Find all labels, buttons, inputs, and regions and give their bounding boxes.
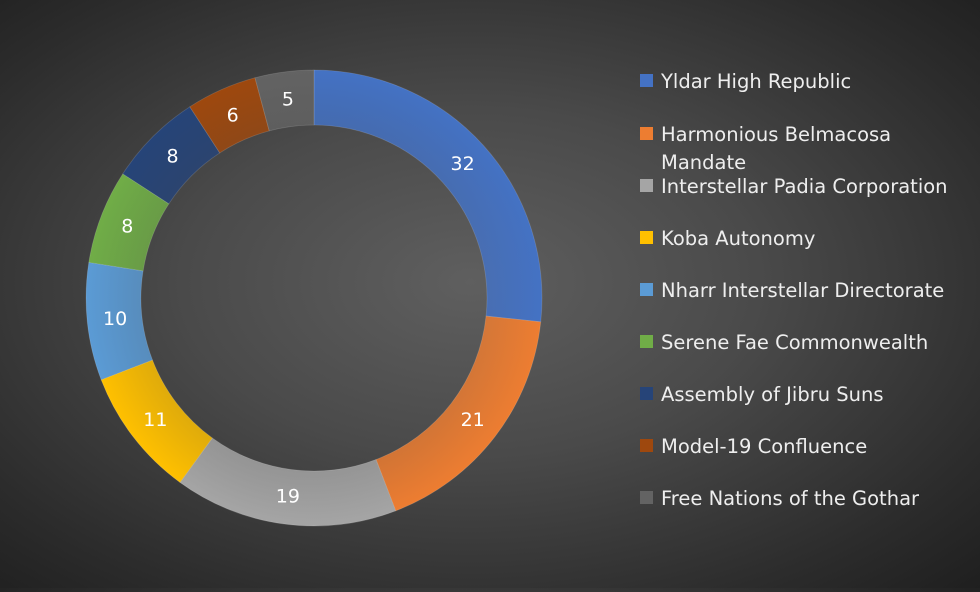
legend-swatch xyxy=(640,179,653,192)
legend-label: Interstellar Padia Corporation xyxy=(661,175,948,198)
legend-label: Model-19 Confluence xyxy=(661,435,868,458)
legend-item: Assembly of Jibru Suns xyxy=(640,381,970,409)
data-label: 5 xyxy=(282,89,294,111)
legend-label: Koba Autonomy xyxy=(661,227,816,250)
legend: Yldar High Republic Harmonious Belmacosa … xyxy=(640,0,980,588)
slice-nharr-interstellar-directorate xyxy=(85,261,154,381)
legend-item: Nharr Interstellar Directorate xyxy=(640,277,970,305)
slice-assembly-of-jibru-suns xyxy=(122,106,221,205)
data-label: 32 xyxy=(451,153,475,175)
legend-item: Free Nations of the Gothar xyxy=(640,485,970,513)
data-label: 19 xyxy=(276,485,300,507)
legend-swatch xyxy=(640,387,653,400)
legend-swatch xyxy=(640,127,653,140)
slice-yldar-high-republic xyxy=(313,69,543,323)
legend-swatch xyxy=(640,231,653,244)
legend-item: Interstellar Padia Corporation xyxy=(640,173,970,201)
legend-swatch xyxy=(640,283,653,296)
data-label: 10 xyxy=(103,308,127,330)
data-label: 8 xyxy=(121,215,133,237)
slice-model-19-confluence xyxy=(189,77,270,154)
data-label: 6 xyxy=(227,104,239,126)
legend-label: Free Nations of the Gothar xyxy=(661,487,920,510)
legend-label: Yldar High Republic xyxy=(661,70,852,93)
legend-swatch xyxy=(640,491,653,504)
doughnut-chart: 32 21 19 11 10 8 8 6 5 xyxy=(85,69,543,527)
legend-swatch xyxy=(640,74,653,87)
legend-item: Serene Fae Commonwealth xyxy=(640,329,970,357)
slice-interstellar-padia-corporation xyxy=(179,437,397,527)
legend-item: Yldar High Republic xyxy=(640,68,970,96)
legend-label: Nharr Interstellar Directorate xyxy=(661,279,945,302)
legend-label: Assembly of Jibru Suns xyxy=(661,383,884,406)
legend-label: Serene Fae Commonwealth xyxy=(661,331,929,354)
legend-label: Harmonious Belmacosa Mandate xyxy=(661,123,892,174)
data-label: 21 xyxy=(461,409,485,431)
slice-harmonious-belmacosa-mandate xyxy=(375,315,542,512)
legend-item: Harmonious Belmacosa Mandate xyxy=(640,121,970,177)
legend-item: Koba Autonomy xyxy=(640,225,970,253)
data-label: 11 xyxy=(143,409,167,431)
legend-item: Model-19 Confluence xyxy=(640,433,970,461)
slice-free-nations-of-the-gothar xyxy=(254,69,315,132)
doughnut-svg: 32 21 19 11 10 8 8 6 5 xyxy=(85,69,543,527)
data-label: 8 xyxy=(167,146,179,168)
legend-swatch xyxy=(640,335,653,348)
slice-koba-autonomy xyxy=(100,359,213,484)
legend-swatch xyxy=(640,439,653,452)
